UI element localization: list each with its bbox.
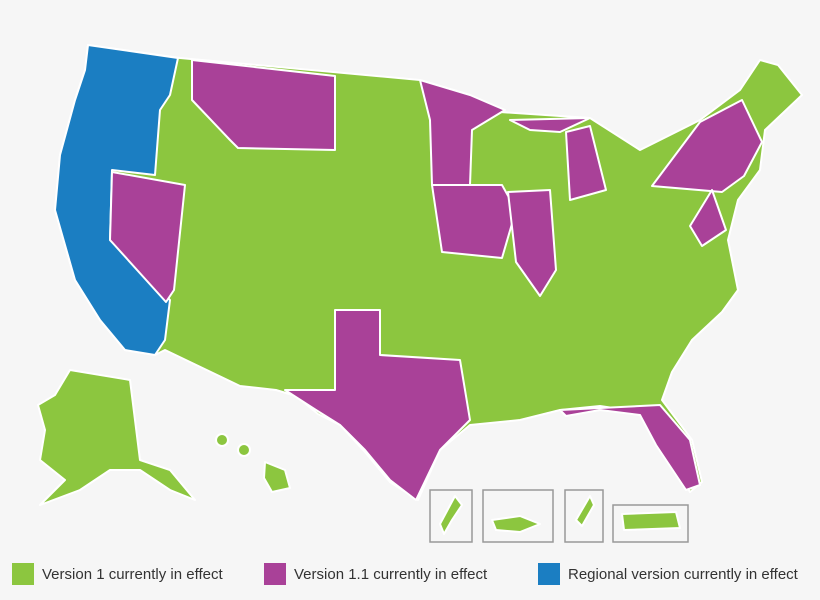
- state-montana: [191, 59, 336, 151]
- inset-frame: [429, 489, 473, 543]
- state-michigan: [565, 125, 607, 201]
- territory-virgin-islands: [491, 515, 541, 533]
- state-iowa: [431, 184, 517, 259]
- legend-swatch: [538, 563, 560, 585]
- island: [237, 443, 251, 457]
- territory-guam: [439, 495, 463, 535]
- state-texas: [284, 309, 471, 501]
- legend-swatch: [12, 563, 34, 585]
- region-mid-atlantic: [689, 189, 727, 247]
- state-florida: [559, 404, 701, 491]
- territory-northern-mariana: [575, 495, 595, 527]
- legend-label: Regional version currently in effect: [568, 566, 799, 583]
- region-northeast: [651, 99, 763, 193]
- inset-frame: [482, 489, 554, 543]
- state-alaska: [37, 369, 196, 506]
- state-minnesota: [419, 79, 506, 186]
- state-illinois: [507, 189, 557, 297]
- legend-swatch: [264, 563, 286, 585]
- state-nevada: [109, 171, 186, 303]
- territory-puerto-rico: [621, 511, 681, 531]
- state-hawaii: [263, 461, 291, 493]
- state-michigan-upper: [509, 117, 591, 133]
- inset-frame: [612, 504, 689, 543]
- inset-frame: [564, 489, 604, 543]
- island: [215, 433, 229, 447]
- legend-label: Version 1 currently in effect: [42, 566, 223, 583]
- legend-label: Version 1.1 currently in effect: [294, 566, 488, 583]
